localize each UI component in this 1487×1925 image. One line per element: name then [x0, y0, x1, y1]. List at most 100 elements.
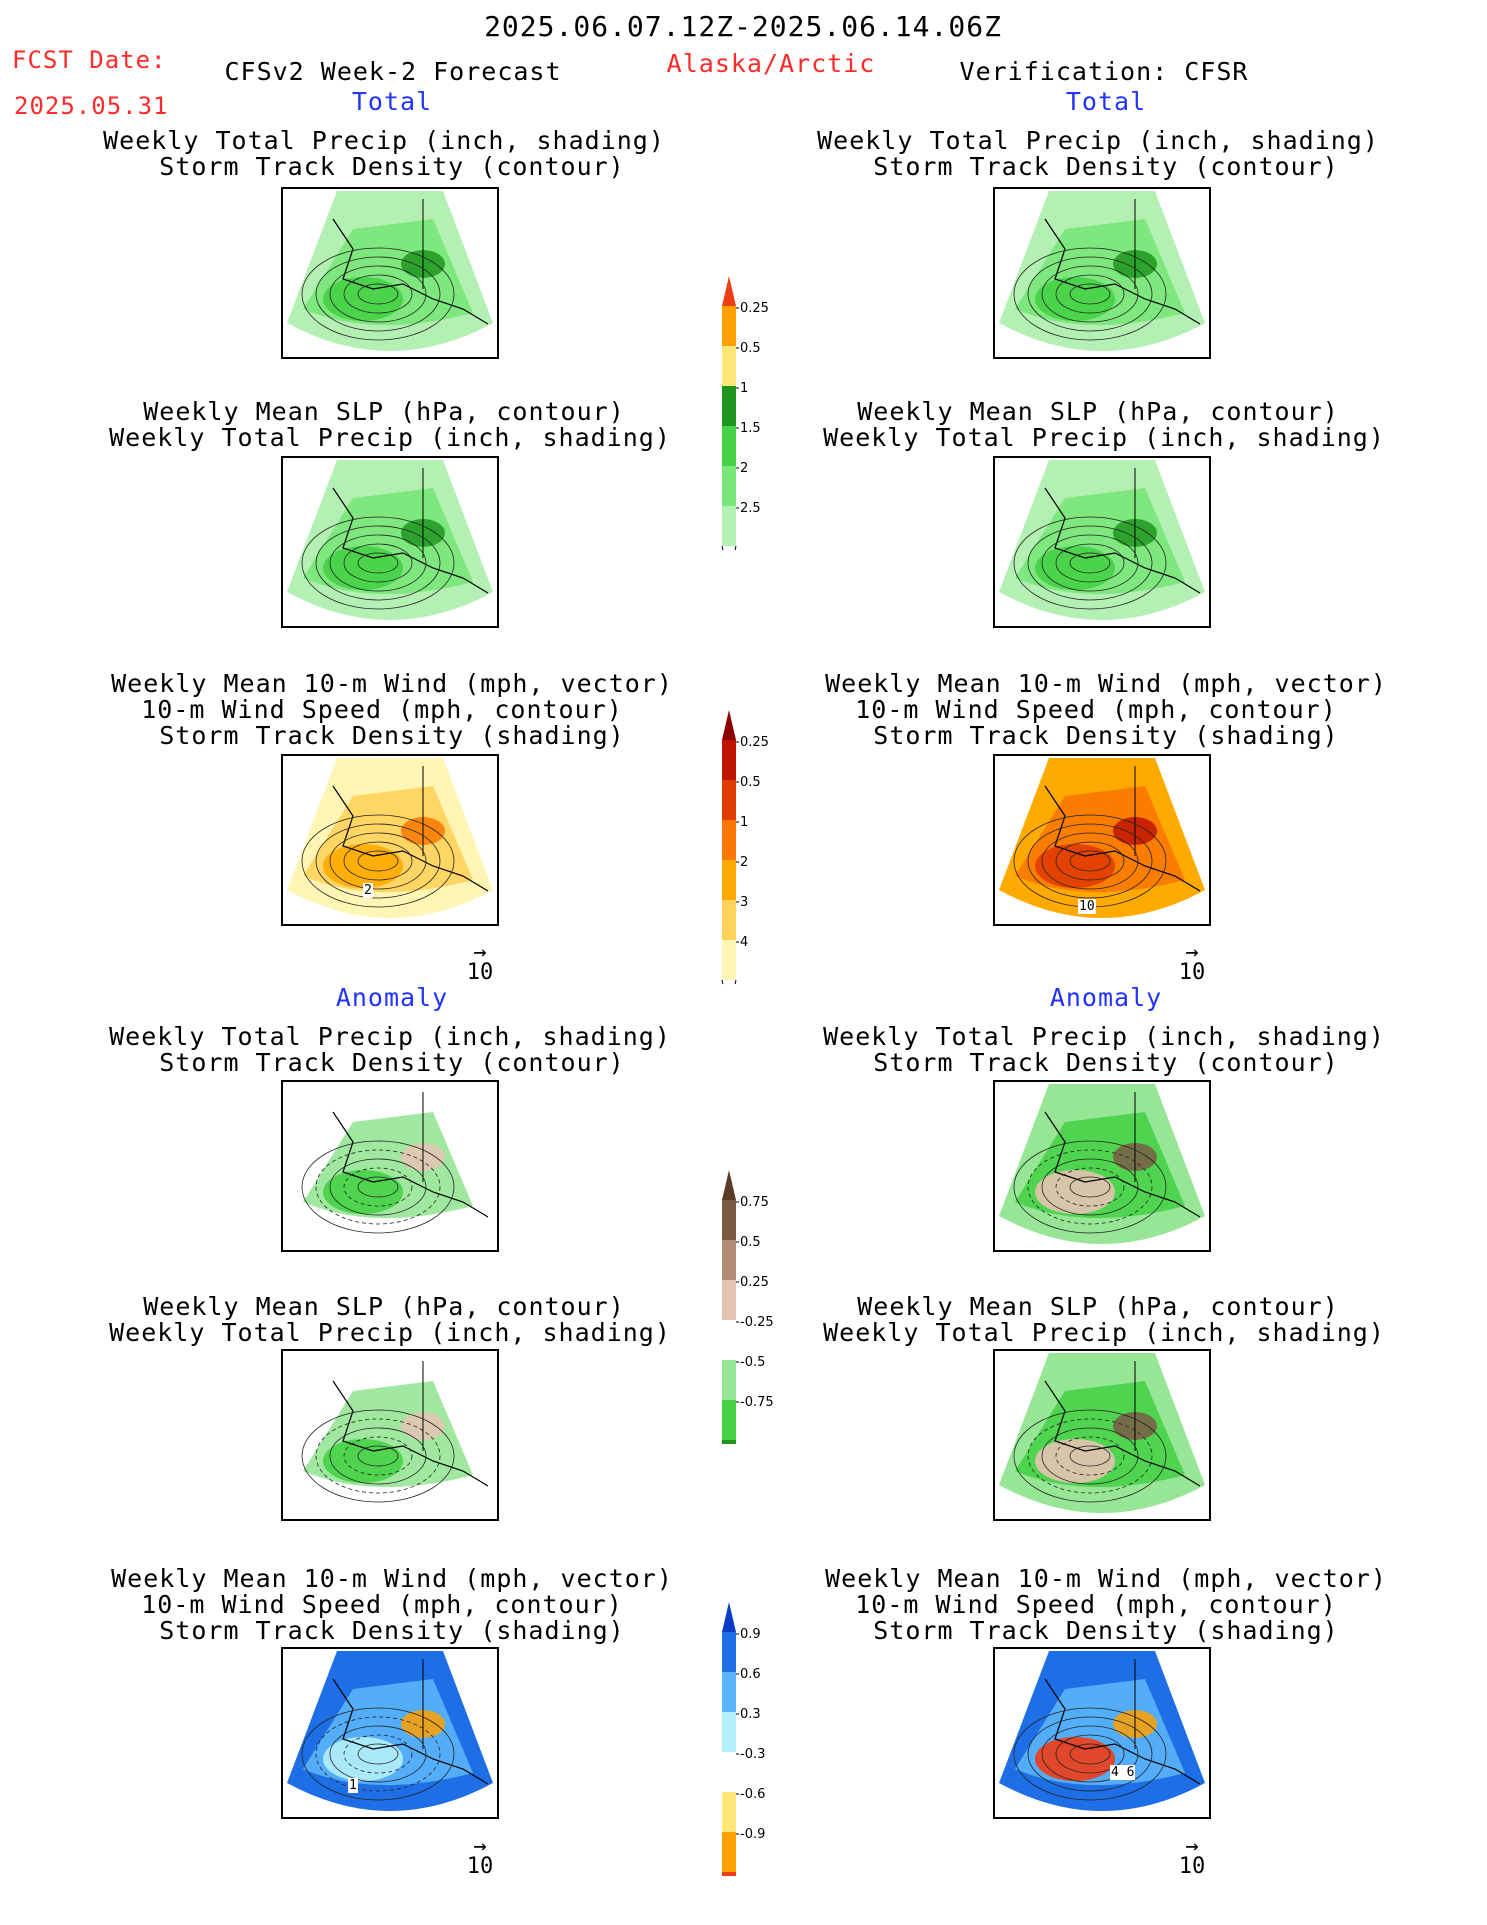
colorbar-segment — [722, 346, 736, 386]
colorbar-tick-label: 0.5 — [740, 1235, 761, 1250]
panel-title-line1: Weekly Total Precip (inch, shading) — [109, 1022, 671, 1051]
map-anom-wind-cfsr — [993, 1647, 1211, 1819]
colorbar-tick-label: 0.75 — [740, 1195, 769, 1210]
contour-line — [1055, 274, 1125, 314]
coastline — [332, 1111, 489, 1218]
contour-line — [357, 1176, 399, 1198]
verification-label: Verification: CFSR — [959, 57, 1249, 86]
contour-line — [343, 543, 413, 583]
arrow-right-icon: → — [1185, 940, 1199, 965]
contour-line — [1013, 516, 1167, 610]
colorbar-total-precip: 0.25 0.5 1 1.5 2 2.5 — [721, 276, 769, 550]
contour-line — [1027, 1149, 1153, 1225]
contour-line — [1069, 283, 1111, 305]
arrow-right-icon: → — [473, 1834, 487, 1859]
coastline — [332, 487, 489, 594]
colorbar-segment — [722, 466, 736, 506]
panel-title-line2: 10-m Wind Speed (mph, contour) — [855, 695, 1337, 724]
colorbar-segment — [722, 1832, 736, 1872]
colorbar-segment — [722, 1752, 736, 1792]
colorbar-segment — [722, 1200, 736, 1240]
colorbar-tick-label: 0.6 — [740, 1667, 761, 1682]
shading-region — [323, 546, 403, 590]
colorbar-cap — [722, 1602, 736, 1632]
contour-label: 1 — [348, 1778, 358, 1793]
shading-region — [1035, 844, 1115, 888]
colorbar-segment — [722, 1872, 736, 1876]
colorbar-tick-label: 4 — [740, 935, 748, 950]
contour-line — [315, 1418, 441, 1494]
colorbar-segment — [722, 860, 736, 900]
colorbar-segment — [722, 1792, 736, 1832]
coastline — [332, 218, 489, 325]
forecast-period: 2025.06.07.12Z-2025.06.14.06Z — [484, 10, 1002, 43]
colorbar-segment — [722, 900, 736, 940]
panel-title-line2: Weekly Total Precip (inch, shading) — [823, 423, 1385, 452]
colorbar-anom-precip: 0.75 0.5 0.25 -0.25 -0.5 -0.75 — [722, 1170, 774, 1444]
shading-region — [323, 844, 403, 888]
reference-vector-label: 10 — [1178, 1854, 1206, 1879]
map-total-slp-cfsr — [993, 456, 1211, 628]
colorbar-tick-label: 1 — [740, 815, 748, 830]
colorbar-tick-label: -0.3 — [740, 1747, 765, 1762]
model-label: CFSv2 Week-2 Forecast — [224, 57, 562, 86]
colorbar-cap — [721, 979, 737, 984]
contour-line — [301, 814, 455, 908]
panel-title-line1: Weekly Total Precip (inch, shading) — [817, 126, 1379, 155]
contour-line — [1027, 823, 1153, 899]
contour-line — [1041, 832, 1139, 890]
contour-line — [301, 1707, 455, 1801]
fcst-date-label: FCST Date: — [12, 46, 167, 74]
coastline — [1044, 1111, 1201, 1218]
coastline — [332, 785, 489, 892]
contour-line — [1027, 1418, 1153, 1494]
map-total-precip-cfsr — [993, 187, 1211, 359]
panel-title-line2: Storm Track Density (contour) — [873, 152, 1339, 181]
colorbar-tick-label: -0.9 — [740, 1827, 765, 1842]
colorbar-segment — [722, 1712, 736, 1752]
colorbar-segment — [722, 386, 736, 426]
contour-line — [357, 850, 399, 872]
contour-line — [1069, 552, 1111, 574]
panel-title-line3: Storm Track Density (shading) — [873, 721, 1339, 750]
colorbar-tick-label: 3 — [740, 895, 748, 910]
colorbar-segment — [722, 1320, 736, 1360]
panel-title-line1: Weekly Mean 10-m Wind (mph, vector) — [111, 1564, 673, 1593]
contour-label: 10 — [1078, 899, 1096, 914]
reference-vector: → 10 — [462, 942, 498, 986]
panel-title-line1: Weekly Mean 10-m Wind (mph, vector) — [111, 669, 673, 698]
colorbar-segment — [722, 1632, 736, 1672]
panel-title-line1: Weekly Mean SLP (hPa, contour) — [143, 397, 625, 426]
contour-line — [315, 1716, 441, 1792]
panel-title-line2: Weekly Total Precip (inch, shading) — [823, 1318, 1385, 1347]
colorbar-tick-label: 0.9 — [740, 1627, 761, 1642]
colorbar-cap — [722, 1170, 736, 1200]
panel-title-line2: Weekly Total Precip (inch, shading) — [109, 423, 671, 452]
contour-line — [343, 841, 413, 881]
contour-line — [301, 1409, 455, 1503]
contour-line — [1027, 256, 1153, 332]
colorbar-total-storm: 0.25 0.5 1 2 3 4 — [721, 710, 769, 984]
contour-line — [315, 1149, 441, 1225]
colorbar-tick-label: 0.25 — [740, 1275, 769, 1290]
shading-region — [1035, 1439, 1115, 1483]
panel-title-line2: 10-m Wind Speed (mph, contour) — [141, 1590, 623, 1619]
coastline — [1044, 1380, 1201, 1487]
colorbar-tick-label: 2 — [740, 855, 748, 870]
contour-line — [1041, 1725, 1139, 1783]
reference-vector-label: 10 — [466, 960, 494, 985]
coastline — [332, 1678, 489, 1785]
contour-line — [1041, 534, 1139, 592]
colorbar-tick-label: 0.5 — [740, 775, 761, 790]
contour-line — [1055, 1436, 1125, 1476]
colorbar-tick-label: -0.75 — [740, 1395, 774, 1410]
contour-line — [1013, 247, 1167, 341]
colorbar-tick-label: 0.3 — [740, 1707, 761, 1722]
colorbar-segment — [722, 740, 736, 780]
colorbar-cap — [722, 710, 736, 740]
shading-region — [323, 1439, 403, 1483]
fcst-date-value: 2025.05.31 — [14, 92, 169, 120]
contour-line — [329, 1158, 427, 1216]
colorbar-tick-label: -0.25 — [740, 1315, 774, 1330]
contour-line — [357, 1743, 399, 1765]
